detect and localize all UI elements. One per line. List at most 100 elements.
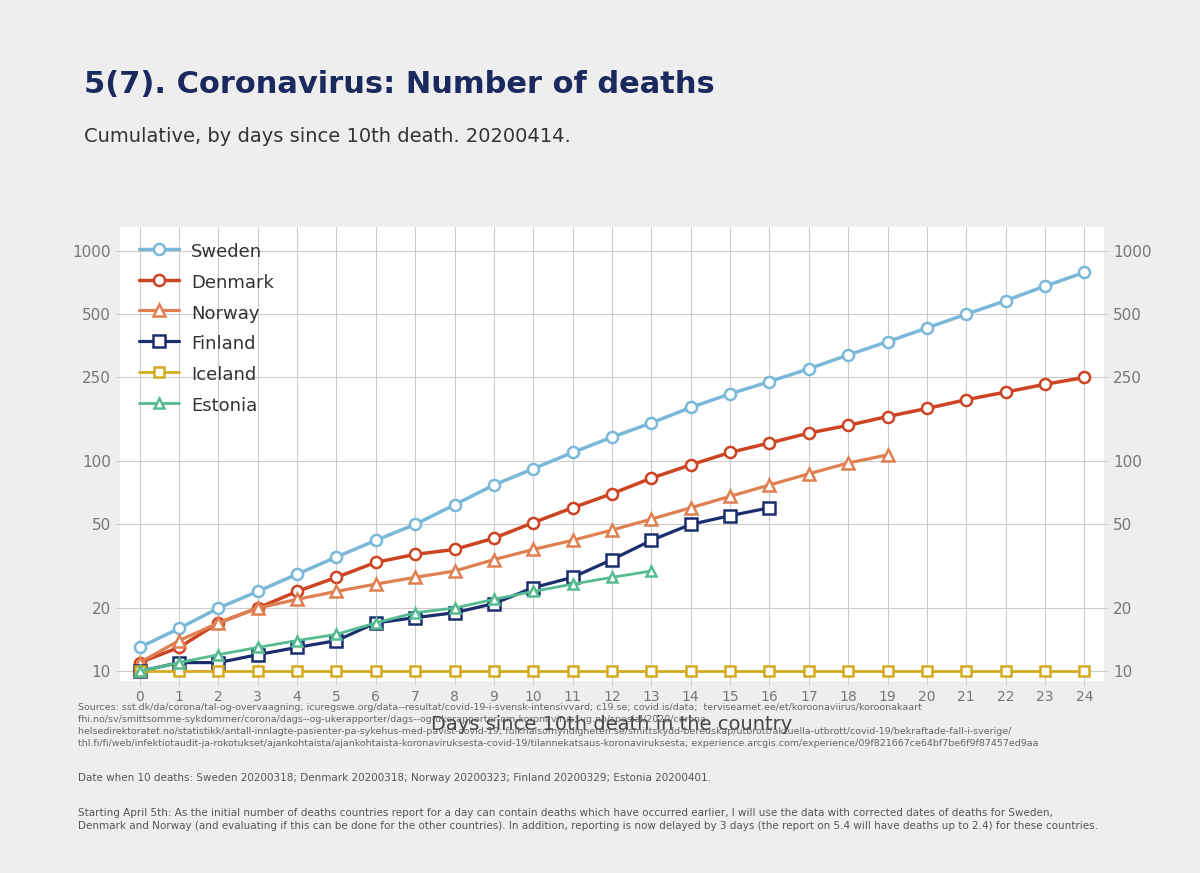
- Norway: [290, 595, 305, 605]
- Denmark: [251, 603, 265, 614]
- Norway: [132, 657, 146, 668]
- Line: Sweden: Sweden: [134, 267, 1090, 653]
- Iceland: [329, 666, 343, 677]
- Sweden: [644, 417, 659, 428]
- Sweden: [487, 480, 502, 491]
- Norway: [408, 572, 422, 582]
- Sweden: [605, 432, 619, 443]
- Denmark: [644, 473, 659, 484]
- Line: Finland: Finland: [134, 502, 775, 677]
- Line: Norway: Norway: [134, 450, 893, 668]
- Norway: [762, 480, 776, 491]
- Norway: [605, 525, 619, 535]
- Finland: [408, 613, 422, 623]
- Denmark: [762, 437, 776, 448]
- Sweden: [172, 623, 186, 634]
- Sweden: [684, 402, 698, 413]
- Iceland: [487, 666, 502, 677]
- Finland: [132, 666, 146, 677]
- Estonia: [211, 650, 226, 660]
- Estonia: [329, 629, 343, 640]
- Denmark: [841, 420, 856, 430]
- Estonia: [448, 603, 462, 614]
- X-axis label: Days since 10th death in the country: Days since 10th death in the country: [431, 715, 793, 734]
- Estonia: [605, 572, 619, 582]
- Sweden: [368, 535, 383, 546]
- Denmark: [998, 387, 1013, 397]
- Iceland: [605, 666, 619, 677]
- Denmark: [526, 518, 540, 528]
- Norway: [881, 450, 895, 460]
- Estonia: [487, 595, 502, 605]
- Line: Iceland: Iceland: [134, 666, 1090, 677]
- Iceland: [881, 666, 895, 677]
- Norway: [448, 566, 462, 576]
- Iceland: [762, 666, 776, 677]
- Finland: [487, 598, 502, 608]
- Finland: [644, 535, 659, 546]
- Finland: [290, 643, 305, 653]
- Sweden: [881, 336, 895, 347]
- Norway: [565, 535, 580, 546]
- Estonia: [565, 579, 580, 589]
- Finland: [172, 657, 186, 668]
- Denmark: [722, 447, 737, 457]
- Iceland: [251, 666, 265, 677]
- Finland: [565, 572, 580, 582]
- Finland: [329, 636, 343, 646]
- Sweden: [132, 643, 146, 653]
- Sweden: [251, 586, 265, 596]
- Finland: [526, 582, 540, 593]
- Iceland: [448, 666, 462, 677]
- Sweden: [998, 295, 1013, 306]
- Sweden: [211, 603, 226, 614]
- Text: Cumulative, by days since 10th death. 20200414.: Cumulative, by days since 10th death. 20…: [84, 127, 571, 146]
- Norway: [644, 514, 659, 525]
- Iceland: [1038, 666, 1052, 677]
- Sweden: [408, 519, 422, 530]
- Norway: [841, 457, 856, 468]
- Norway: [329, 586, 343, 596]
- Sweden: [762, 376, 776, 387]
- Finland: [448, 608, 462, 618]
- Estonia: [526, 586, 540, 596]
- Denmark: [919, 403, 934, 414]
- Sweden: [802, 363, 816, 374]
- Estonia: [368, 617, 383, 628]
- Denmark: [448, 544, 462, 554]
- Iceland: [408, 666, 422, 677]
- Sweden: [959, 309, 973, 320]
- Norway: [802, 469, 816, 479]
- Denmark: [290, 586, 305, 596]
- Sweden: [1038, 281, 1052, 292]
- Denmark: [329, 572, 343, 582]
- Estonia: [290, 636, 305, 646]
- Estonia: [172, 657, 186, 668]
- Denmark: [684, 459, 698, 470]
- Text: Sources: sst.dk/da/corona/tal-og-overvaagning; icuregswe.org/data--resultat/covi: Sources: sst.dk/da/corona/tal-og-overvaa…: [78, 703, 1038, 748]
- Finland: [368, 617, 383, 628]
- Sweden: [722, 388, 737, 399]
- Denmark: [1038, 379, 1052, 389]
- Iceland: [684, 666, 698, 677]
- Denmark: [368, 557, 383, 567]
- Denmark: [959, 395, 973, 405]
- Sweden: [1078, 267, 1092, 278]
- Finland: [251, 650, 265, 660]
- Finland: [722, 511, 737, 521]
- Denmark: [605, 489, 619, 499]
- Denmark: [565, 503, 580, 513]
- Iceland: [172, 666, 186, 677]
- Iceland: [211, 666, 226, 677]
- Estonia: [132, 666, 146, 677]
- Line: Estonia: Estonia: [134, 567, 656, 677]
- Sweden: [919, 323, 934, 333]
- Denmark: [172, 643, 186, 653]
- Norway: [368, 579, 383, 589]
- Iceland: [1078, 666, 1092, 677]
- Iceland: [919, 666, 934, 677]
- Norway: [684, 503, 698, 513]
- Text: Date when 10 deaths: Sweden 20200318; Denmark 20200318; Norway 20200323; Finland: Date when 10 deaths: Sweden 20200318; De…: [78, 773, 710, 782]
- Denmark: [132, 657, 146, 668]
- Norway: [172, 636, 186, 646]
